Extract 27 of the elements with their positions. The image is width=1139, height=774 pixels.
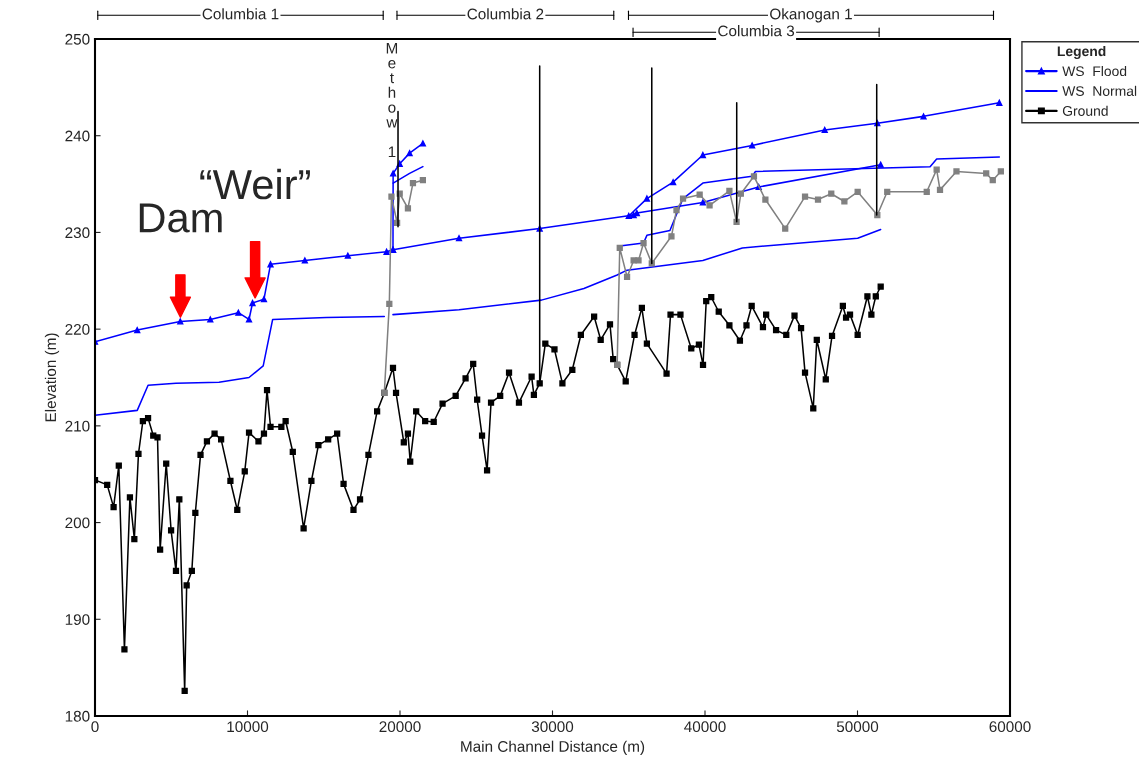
y-tick-label: 180 (65, 710, 90, 722)
annotation: “Weir” (200, 168, 310, 200)
x-tick-label: 20000 (379, 721, 421, 733)
legend-label: WS Normal (1062, 85, 1137, 96)
x-tick-label: 40000 (684, 721, 726, 733)
y-tick-label: 200 (65, 517, 90, 529)
x-tick-label: 30000 (531, 721, 574, 733)
x-tick-label: 0 (91, 721, 99, 733)
y-axis-title: Elevation (m) (44, 333, 60, 422)
x-tick-label: 60000 (989, 721, 1031, 733)
y-tick-label: 230 (65, 227, 90, 239)
y-tick-label: 220 (65, 324, 90, 335)
text: Columbia 2 (467, 8, 544, 20)
y-tick-label: 250 (65, 33, 90, 45)
text: Columbia 3 (718, 25, 795, 37)
legend-title: Legend (1057, 45, 1106, 59)
legend-label: WS Flood (1062, 65, 1127, 77)
legend-label: Ground (1062, 105, 1108, 116)
annotation: Dam (139, 203, 222, 233)
x-axis-title: Main Channel Distance (m) (461, 740, 645, 755)
x-tick-label: 50000 (836, 721, 879, 733)
y-tick-label: 210 (65, 420, 90, 432)
text: Columbia 1 (202, 8, 279, 20)
y-tick-label: 190 (65, 614, 90, 625)
y-tick-label: 240 (65, 130, 90, 142)
text: Okanogan 1 (770, 8, 852, 23)
x-tick-label: 10000 (227, 721, 269, 733)
